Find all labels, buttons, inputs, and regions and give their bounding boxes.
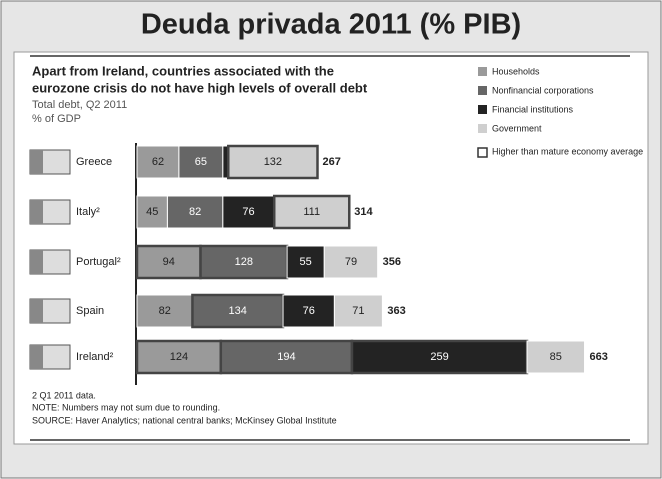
flag-band <box>30 200 43 224</box>
total-label: 356 <box>383 256 401 268</box>
data-label: 62 <box>152 156 164 168</box>
legend-label: Government <box>492 123 542 133</box>
subtitle: eurozone crisis do not have high levels … <box>32 80 368 95</box>
data-label: 111 <box>303 206 320 218</box>
legend-swatch <box>478 67 487 76</box>
chart-title: Deuda privada 2011 (% PIB) <box>141 9 521 41</box>
footnote: SOURCE: Haver Analytics; national centra… <box>32 415 337 425</box>
legend-label: Higher than mature economy average <box>492 146 643 156</box>
bar-segment <box>272 194 351 230</box>
data-label: 85 <box>550 351 562 363</box>
data-label: 194 <box>277 351 295 363</box>
flag-band <box>30 150 43 174</box>
bar-segment <box>136 294 193 328</box>
data-label: 82 <box>159 305 171 317</box>
bar-segment <box>222 195 275 229</box>
unit: % of GDP <box>32 113 81 125</box>
data-label: 65 <box>195 156 207 168</box>
data-label: 79 <box>345 256 357 268</box>
legend-label: Nonfinancial corporations <box>492 85 594 95</box>
legend-swatch <box>478 124 487 133</box>
data-label: 71 <box>352 305 364 317</box>
category-label: Portugal² <box>76 256 121 268</box>
bar-segment <box>135 339 223 375</box>
bar-segment <box>136 195 168 229</box>
flag-band <box>30 299 43 323</box>
bar-segment <box>178 145 224 179</box>
footnote: 2 Q1 2011 data. <box>32 390 96 400</box>
category-label: Spain <box>76 305 104 317</box>
legend-label: Financial institutions <box>492 104 574 114</box>
category-label: Greece <box>76 156 112 168</box>
data-label: 55 <box>300 256 312 268</box>
bar-segment <box>199 244 289 280</box>
data-label: 45 <box>146 206 158 218</box>
data-label: 259 <box>430 351 448 363</box>
bar-segment <box>333 294 383 328</box>
bar-segment <box>191 293 285 329</box>
data-label: 76 <box>242 206 254 218</box>
data-label: 94 <box>163 256 175 268</box>
total-label: 267 <box>322 156 340 168</box>
data-label: 82 <box>189 206 201 218</box>
description: Total debt, Q2 2011 <box>32 99 127 111</box>
bar-segment <box>166 195 224 229</box>
footnote: NOTE: Numbers may not sum due to roundin… <box>32 402 220 412</box>
data-label: 76 <box>303 305 315 317</box>
flag-band <box>30 345 43 369</box>
bar-segment <box>136 145 180 179</box>
data-label: 132 <box>264 156 282 168</box>
bar-segment <box>526 340 586 374</box>
category-label: Italy² <box>76 206 100 218</box>
bar-segment <box>323 245 379 279</box>
bar-segment <box>282 294 335 328</box>
data-label: 134 <box>229 305 247 317</box>
total-label: 363 <box>387 305 405 317</box>
total-label: 314 <box>354 206 373 218</box>
total-label: 663 <box>590 351 608 363</box>
bar-segment <box>219 339 354 375</box>
flag-band <box>30 250 43 274</box>
legend-swatch <box>477 147 488 158</box>
legend-label: Households <box>492 66 540 76</box>
bar-segment <box>227 144 319 180</box>
legend-swatch <box>478 86 487 95</box>
data-label: 128 <box>235 256 253 268</box>
legend-swatch <box>478 105 487 114</box>
subtitle: Apart from Ireland, countries associated… <box>32 63 334 78</box>
data-label: 124 <box>170 351 188 363</box>
category-label: Ireland² <box>76 351 114 363</box>
